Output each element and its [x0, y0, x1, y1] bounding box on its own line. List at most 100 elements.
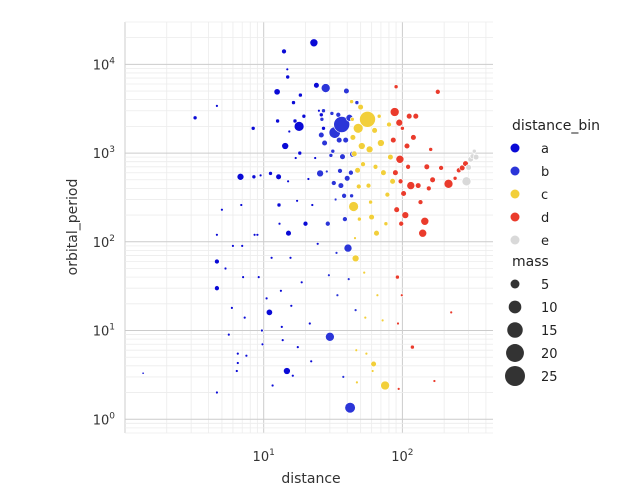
- data-point-e: [461, 176, 472, 187]
- data-point-d: [432, 379, 437, 383]
- data-point-a: [280, 325, 284, 329]
- data-point-d: [423, 163, 430, 170]
- data-point-c: [357, 216, 362, 222]
- data-point-d: [395, 155, 405, 164]
- data-point-c: [368, 199, 373, 205]
- data-point-a: [244, 353, 249, 358]
- data-point-a: [309, 38, 319, 48]
- data-point-a: [275, 118, 280, 124]
- data-point-d: [393, 84, 399, 89]
- data-point-a: [235, 369, 239, 373]
- data-point-c: [370, 369, 375, 373]
- data-point-c: [364, 351, 369, 356]
- y-tick-label: 100: [93, 411, 116, 428]
- data-point-c: [357, 103, 364, 111]
- data-point-a: [264, 296, 269, 301]
- data-point-c: [358, 142, 366, 150]
- data-point-a: [265, 308, 273, 316]
- data-point-c: [348, 201, 359, 212]
- data-point-a: [293, 156, 298, 160]
- size-legend-label: 25: [541, 370, 558, 385]
- hue-legend-title: distance_bin: [512, 118, 600, 134]
- data-point-a: [302, 220, 309, 227]
- data-point-a: [295, 199, 299, 203]
- data-point-a: [215, 104, 219, 108]
- data-point-a: [240, 244, 244, 248]
- size-legend-marker: [510, 279, 520, 289]
- data-point-d: [420, 217, 430, 226]
- data-point-a: [276, 202, 282, 208]
- data-point-d: [443, 179, 454, 189]
- data-point-a: [287, 129, 292, 134]
- data-point-e: [465, 164, 472, 171]
- data-point-a: [223, 266, 228, 271]
- data-point-a: [288, 256, 293, 260]
- data-point-a: [296, 345, 300, 349]
- size-legend-items: 5 10 15 20 25: [505, 278, 558, 386]
- data-point-a: [192, 115, 198, 121]
- data-point-c: [371, 127, 378, 134]
- data-point-a: [281, 48, 287, 55]
- data-point-c: [356, 183, 362, 190]
- data-point-a: [230, 306, 234, 310]
- data-point-c: [384, 191, 391, 198]
- data-point-d: [403, 142, 411, 150]
- data-point-c: [354, 348, 359, 352]
- legend-label-d: d: [541, 211, 549, 226]
- data-point-a: [258, 173, 263, 178]
- data-point-b: [331, 180, 337, 186]
- data-point-c: [372, 164, 379, 170]
- data-point-a: [297, 150, 303, 156]
- data-point-a: [280, 338, 285, 342]
- data-point-b: [343, 87, 350, 95]
- data-point-a: [275, 173, 282, 180]
- data-point-c: [354, 167, 361, 174]
- data-point-c: [376, 113, 382, 119]
- data-point-b: [349, 193, 354, 199]
- data-point-d: [410, 344, 415, 350]
- data-point-a: [309, 359, 313, 364]
- data-point-c: [349, 117, 355, 122]
- data-points: [141, 38, 480, 414]
- data-point-c: [370, 360, 377, 368]
- size-legend-label: 5: [541, 278, 549, 293]
- data-point-b: [320, 83, 331, 93]
- data-point-a: [277, 221, 282, 226]
- data-point-a: [315, 242, 320, 246]
- data-point-d: [400, 293, 404, 297]
- legend-marker-e: [510, 235, 520, 245]
- data-point-b: [353, 308, 358, 312]
- data-point-b: [346, 277, 351, 281]
- data-point-b: [341, 193, 347, 199]
- data-point-b: [327, 273, 331, 277]
- data-point-b: [336, 136, 343, 144]
- data-point-b: [342, 136, 349, 144]
- data-point-a: [141, 371, 145, 375]
- data-point-d: [392, 169, 399, 176]
- data-point-d: [398, 220, 404, 227]
- data-point-a: [291, 373, 295, 378]
- data-point-d: [412, 113, 419, 120]
- data-point-d: [396, 387, 401, 391]
- data-point-a: [227, 332, 231, 337]
- data-point-b: [354, 100, 360, 105]
- size-legend-label: 10: [541, 301, 558, 316]
- data-point-b: [335, 293, 340, 297]
- data-point-c: [373, 230, 380, 237]
- grid-lines: [124, 21, 493, 434]
- data-point-d: [400, 190, 407, 197]
- data-point-a: [252, 233, 257, 237]
- y-tick-label: 103: [93, 145, 115, 162]
- data-point-d: [410, 134, 417, 141]
- data-point-a: [214, 258, 220, 265]
- data-point-d: [417, 199, 424, 205]
- data-point-a: [220, 207, 224, 212]
- data-point-a: [214, 285, 220, 291]
- data-point-c: [353, 236, 357, 240]
- data-point-a: [251, 174, 257, 180]
- data-point-a: [270, 383, 275, 388]
- data-point-d: [405, 164, 411, 170]
